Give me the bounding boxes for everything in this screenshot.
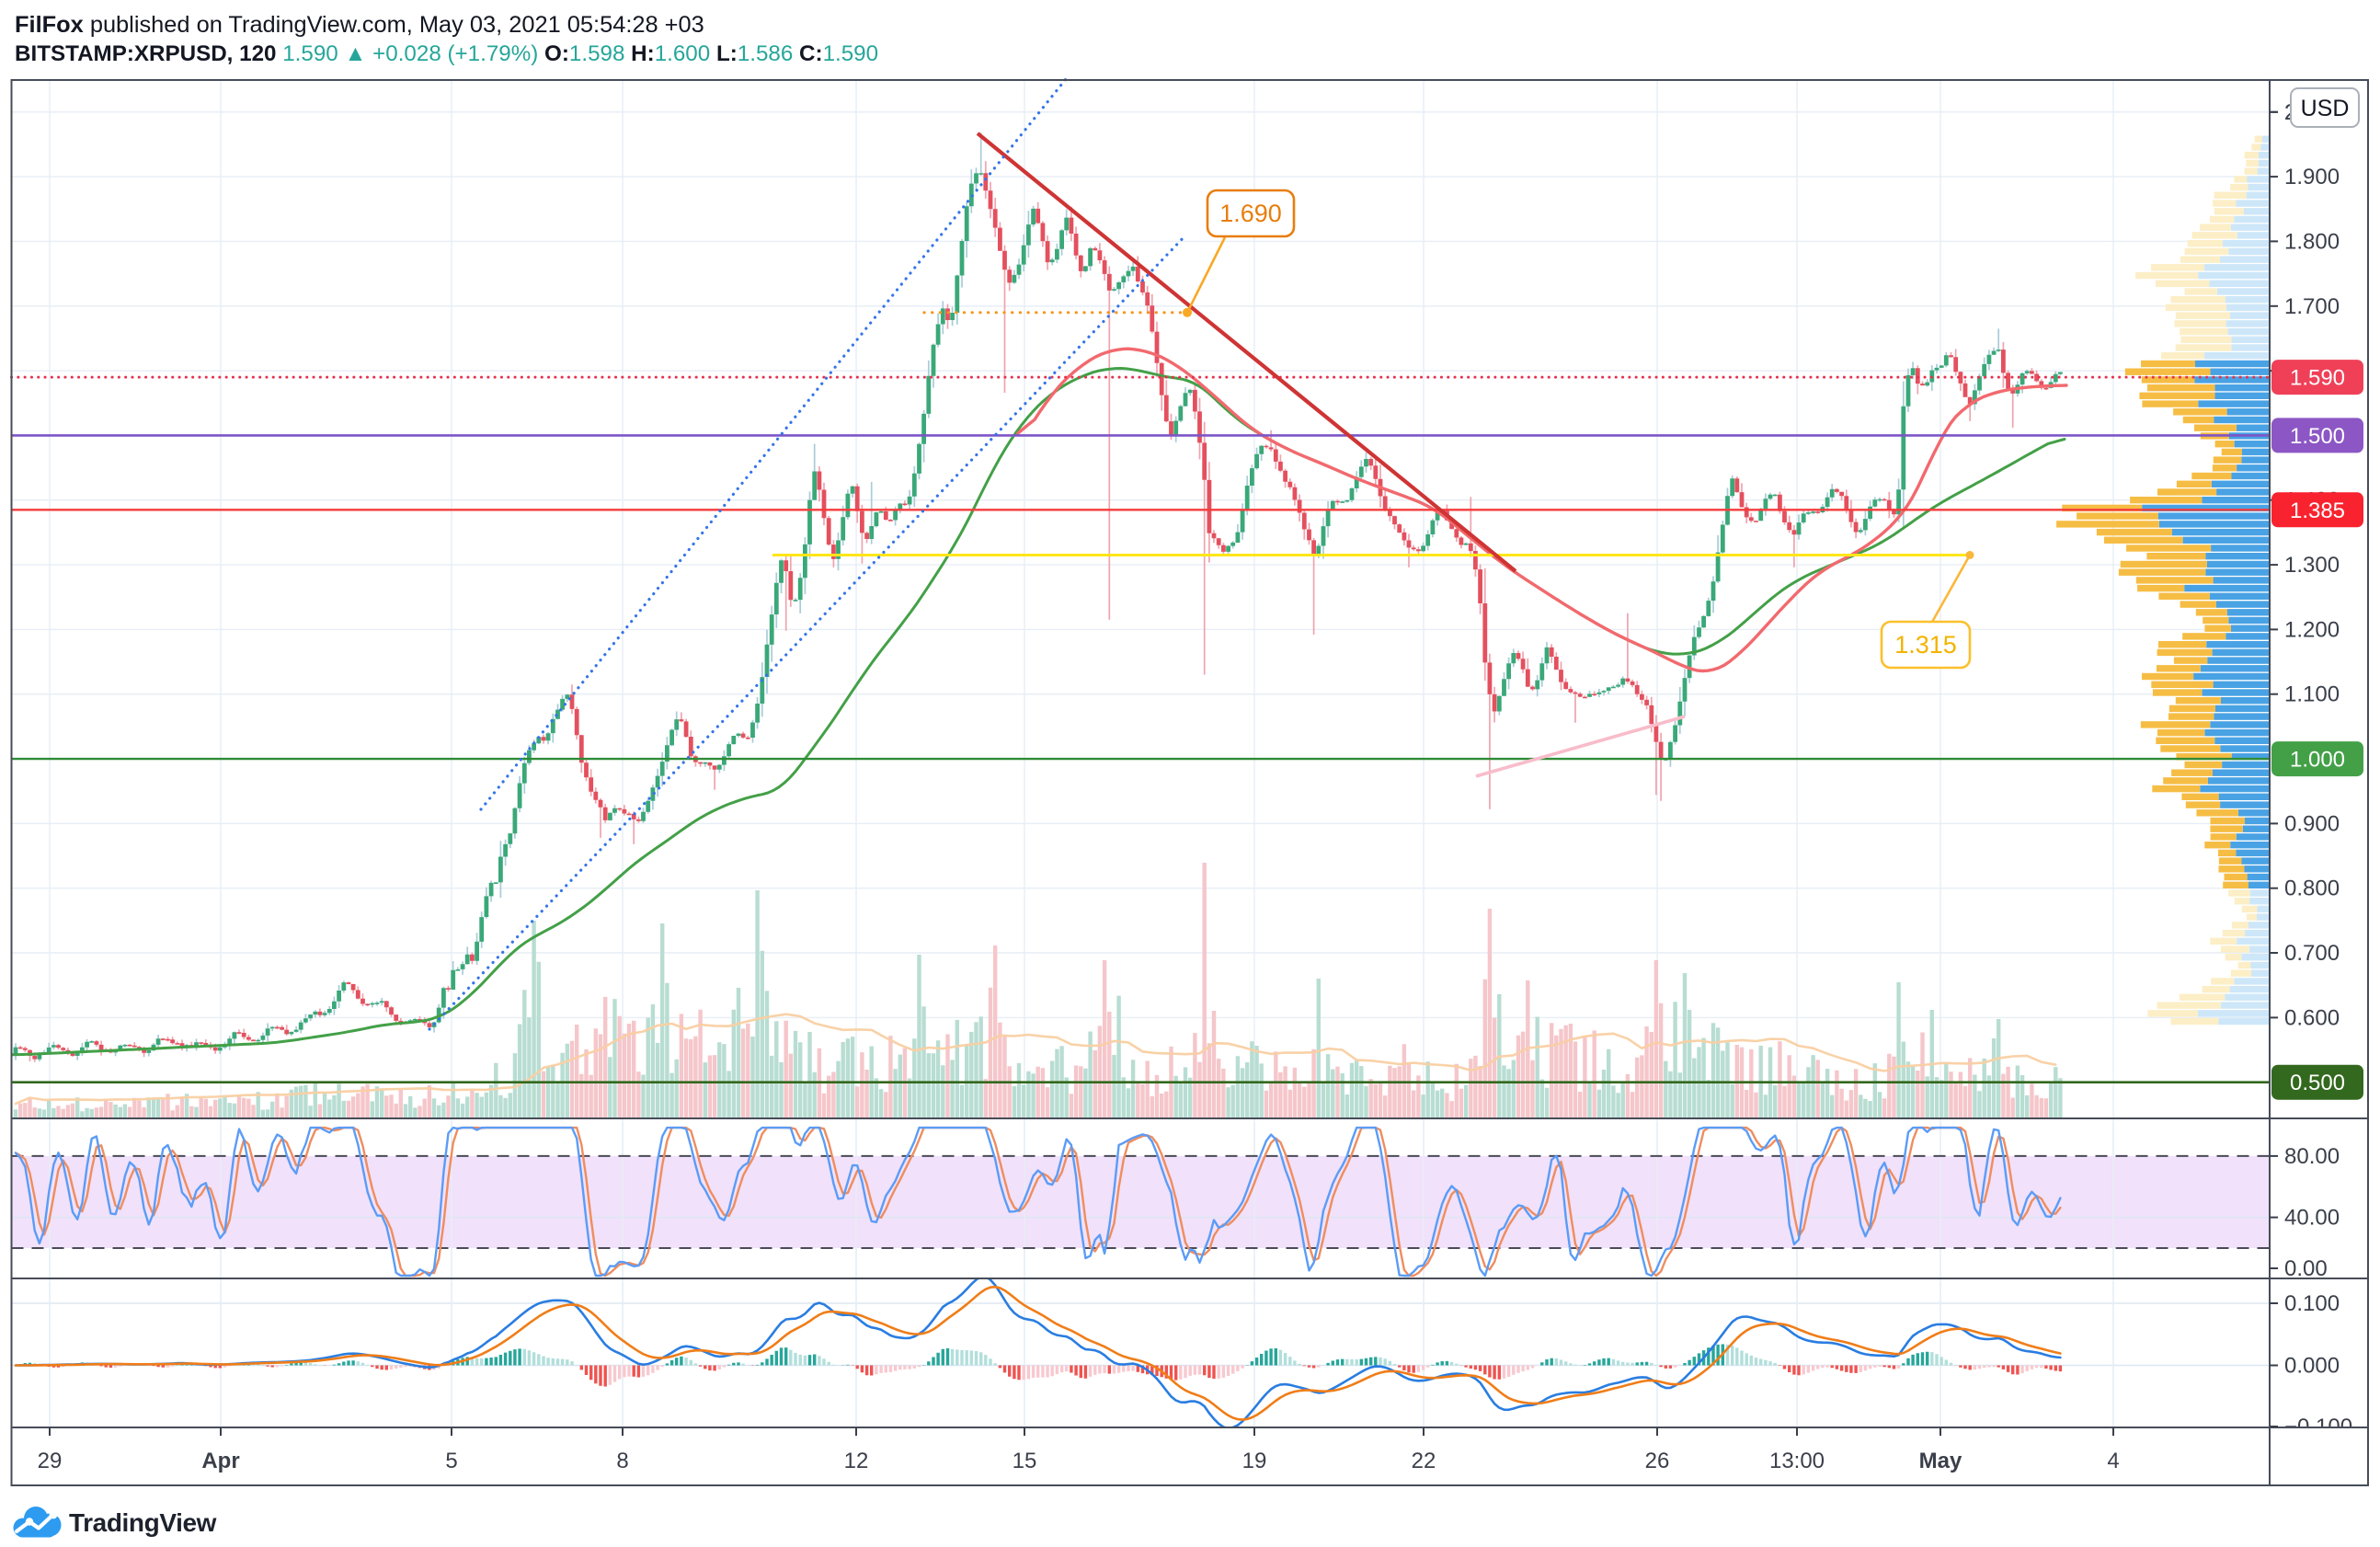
svg-text:13:00: 13:00 [1769, 1449, 1825, 1473]
svg-text:1.900: 1.900 [2284, 165, 2340, 189]
svg-text:1.590: 1.590 [2290, 366, 2345, 391]
svg-text:0.600: 0.600 [2284, 1005, 2340, 1030]
svg-text:FilFox published on TradingVie: FilFox published on TradingView.com, May… [15, 12, 704, 38]
svg-text:1.200: 1.200 [2284, 617, 2340, 642]
svg-text:1.500: 1.500 [2290, 424, 2345, 449]
svg-text:4: 4 [2107, 1449, 2119, 1473]
svg-text:1.690: 1.690 [1219, 200, 1282, 227]
svg-text:1.700: 1.700 [2284, 294, 2340, 319]
svg-text:1.300: 1.300 [2284, 553, 2340, 578]
svg-text:5: 5 [445, 1449, 457, 1473]
svg-text:0.00: 0.00 [2284, 1256, 2328, 1281]
svg-text:80.00: 80.00 [2284, 1144, 2340, 1169]
svg-text:15: 15 [1013, 1449, 1037, 1473]
svg-text:Apr: Apr [201, 1449, 239, 1473]
svg-text:0.700: 0.700 [2284, 941, 2340, 966]
svg-text:19: 19 [1242, 1449, 1267, 1473]
svg-text:0.900: 0.900 [2284, 811, 2340, 836]
svg-text:USD: USD [2301, 96, 2350, 121]
svg-text:29: 29 [38, 1449, 63, 1473]
svg-text:12: 12 [844, 1449, 869, 1473]
svg-text:0.500: 0.500 [2290, 1071, 2345, 1095]
svg-text:−0.100: −0.100 [2284, 1415, 2352, 1439]
svg-text:40.00: 40.00 [2284, 1206, 2340, 1231]
svg-text:1.100: 1.100 [2284, 682, 2340, 707]
svg-text:0.800: 0.800 [2284, 877, 2340, 901]
svg-text:1.800: 1.800 [2284, 229, 2340, 254]
svg-text:TradingView: TradingView [69, 1508, 217, 1537]
svg-text:26: 26 [1645, 1449, 1670, 1473]
svg-text:0.000: 0.000 [2284, 1354, 2340, 1379]
svg-text:1.385: 1.385 [2290, 498, 2345, 523]
svg-text:8: 8 [616, 1449, 628, 1473]
svg-text:22: 22 [1412, 1449, 1436, 1473]
svg-text:May: May [1919, 1449, 1962, 1473]
svg-text:BITSTAMP:XRPUSD, 120 1.590 ▲ +: BITSTAMP:XRPUSD, 120 1.590 ▲ +0.028 (+1.… [15, 41, 878, 66]
svg-text:1.000: 1.000 [2290, 748, 2345, 773]
svg-text:1.315: 1.315 [1894, 631, 1957, 659]
svg-text:0.100: 0.100 [2284, 1291, 2340, 1316]
